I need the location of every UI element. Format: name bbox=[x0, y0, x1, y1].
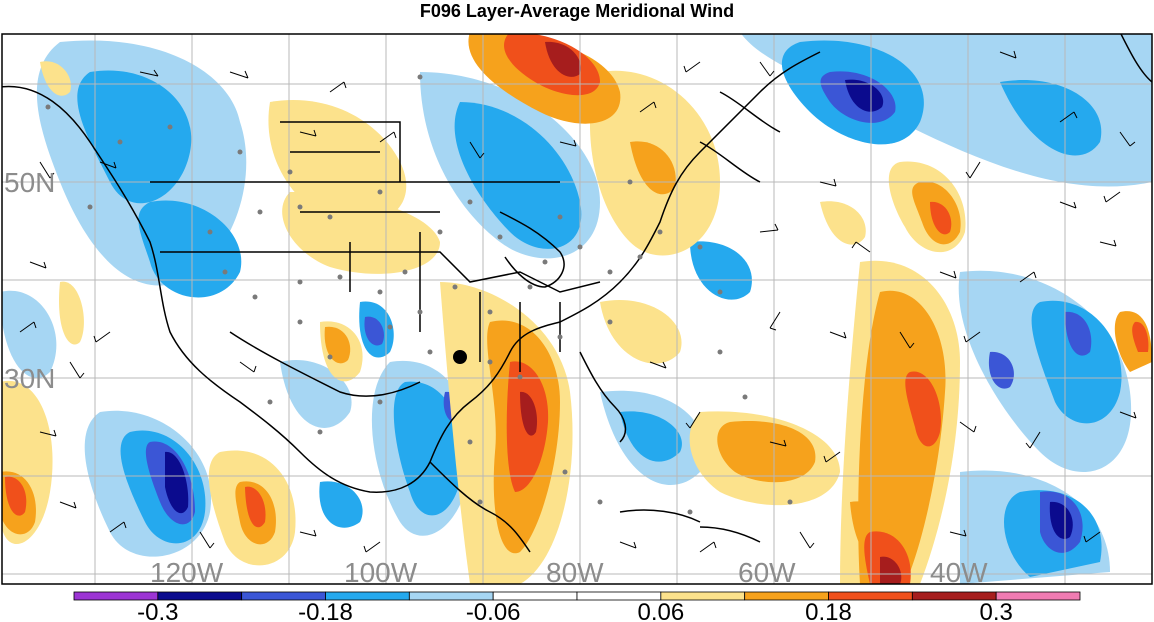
map-title: F096 Layer-Average Meridional Wind bbox=[419, 1, 735, 21]
wind-barbs bbox=[19, 50, 1137, 553]
station-markers bbox=[45, 74, 793, 515]
colorbar-label: -0.3 bbox=[137, 599, 178, 622]
lon-label-80w: 80W bbox=[546, 557, 604, 586]
coastlines-and-borders bbox=[2, 34, 1152, 553]
colorbar-label: -0.06 bbox=[466, 599, 521, 622]
lon-label-120w: 120W bbox=[150, 557, 224, 586]
lat-label-30n: 30N bbox=[4, 363, 55, 394]
colorbar-label: 0.3 bbox=[979, 599, 1012, 622]
colorbar: -0.3 -0.18 -0.06 0.06 0.18 0.3 bbox=[73, 591, 1081, 622]
colorbar-labels: -0.3 -0.18 -0.06 0.06 0.18 0.3 bbox=[137, 599, 1013, 622]
lon-label-40w: 40W bbox=[930, 557, 988, 586]
lon-label-100w: 100W bbox=[344, 557, 418, 586]
lat-label-50n: 50N bbox=[4, 167, 55, 198]
colorbar-label: 0.18 bbox=[805, 599, 852, 622]
map-panel: 50N 30N 120W 100W 80W 60W 40W bbox=[1, 33, 1153, 586]
colorbar-bins bbox=[73, 591, 1081, 601]
colorbar-bin bbox=[995, 591, 1081, 601]
map-frame bbox=[1, 33, 1153, 585]
lon-label-60w: 60W bbox=[738, 557, 796, 586]
colorbar-label: 0.06 bbox=[637, 599, 684, 622]
colorbar-label: -0.18 bbox=[298, 599, 353, 622]
latitude-labels: 50N 30N bbox=[4, 167, 55, 394]
longitude-labels: 120W 100W 80W 60W 40W bbox=[150, 557, 988, 586]
